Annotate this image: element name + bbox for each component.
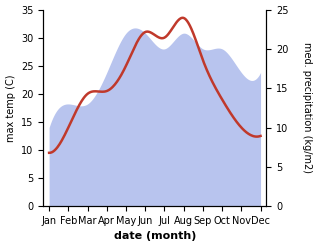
X-axis label: date (month): date (month) <box>114 231 196 242</box>
Y-axis label: max temp (C): max temp (C) <box>5 74 16 142</box>
Y-axis label: med. precipitation (kg/m2): med. precipitation (kg/m2) <box>302 42 313 173</box>
